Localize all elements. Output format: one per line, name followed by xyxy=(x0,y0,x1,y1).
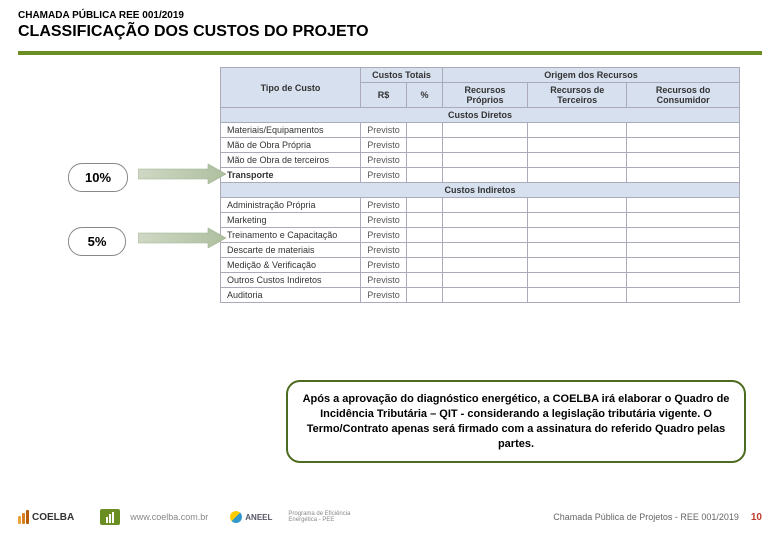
th-rec-consumidor: Recursos do Consumidor xyxy=(627,83,740,108)
footer-left: COELBA www.coelba.com.br ANEEL Programa … xyxy=(18,509,358,525)
table-row: Mão de Obra PrópriaPrevisto xyxy=(221,138,740,153)
program-text: Programa de Eficiência Energética - PEE xyxy=(288,511,358,523)
footer: COELBA www.coelba.com.br ANEEL Programa … xyxy=(0,504,780,530)
th-pct: % xyxy=(407,83,443,108)
table-row: Medição & VerificaçãoPrevisto xyxy=(221,258,740,273)
info-box: Após a aprovação do diagnóstico energéti… xyxy=(286,380,746,463)
aneel-logo: ANEEL xyxy=(230,511,272,523)
coelba-logo: COELBA xyxy=(18,510,74,524)
brand-name: COELBA xyxy=(32,512,74,523)
content-area: Tipo de Custo Custos Totais Origem dos R… xyxy=(0,55,780,303)
aneel-text: ANEEL xyxy=(245,513,272,522)
arrow-icon xyxy=(138,163,228,185)
cost-table: Tipo de Custo Custos Totais Origem dos R… xyxy=(220,67,740,303)
table-row: Descarte de materiaisPrevisto xyxy=(221,243,740,258)
header-title: CLASSIFICAÇÃO DOS CUSTOS DO PROJETO xyxy=(18,23,762,41)
aneel-icon xyxy=(230,511,242,523)
header-subtitle: CHAMADA PÚBLICA REE 001/2019 xyxy=(18,10,762,21)
arrow-icon xyxy=(138,227,228,249)
table-row: TransportePrevisto xyxy=(221,168,740,183)
th-custos-totais: Custos Totais xyxy=(361,68,443,83)
table-row: Treinamento e CapacitaçãoPrevisto xyxy=(221,228,740,243)
cost-table-wrap: Tipo de Custo Custos Totais Origem dos R… xyxy=(220,67,740,303)
table-row: AuditoriaPrevisto xyxy=(221,288,740,303)
th-origem: Origem dos Recursos xyxy=(443,68,740,83)
th-rec-proprios: Recursos Próprios xyxy=(443,83,528,108)
table-row: Administração PrópriaPrevisto xyxy=(221,198,740,213)
section-indiretos: Custos Indiretos xyxy=(221,183,740,198)
page-number: 10 xyxy=(751,512,762,523)
green-bars-icon xyxy=(100,509,120,525)
callout-pill-10: 10% xyxy=(68,163,128,192)
site-url: www.coelba.com.br xyxy=(130,512,208,522)
footer-right: Chamada Pública de Projetos - REE 001/20… xyxy=(553,512,762,523)
th-tipo: Tipo de Custo xyxy=(221,68,361,108)
callout-pill-5: 5% xyxy=(68,227,126,256)
footer-ref: Chamada Pública de Projetos - REE 001/20… xyxy=(553,512,739,522)
section-diretos: Custos Diretos xyxy=(221,108,740,123)
th-rs: R$ xyxy=(361,83,407,108)
th-rec-terceiros: Recursos de Terceiros xyxy=(528,83,627,108)
bars-icon xyxy=(18,510,29,524)
table-row: MarketingPrevisto xyxy=(221,213,740,228)
table-row: Outros Custos IndiretosPrevisto xyxy=(221,273,740,288)
header: CHAMADA PÚBLICA REE 001/2019 CLASSIFICAÇ… xyxy=(0,0,780,45)
table-row: Materiais/EquipamentosPrevisto xyxy=(221,123,740,138)
table-row: Mão de Obra de terceirosPrevisto xyxy=(221,153,740,168)
